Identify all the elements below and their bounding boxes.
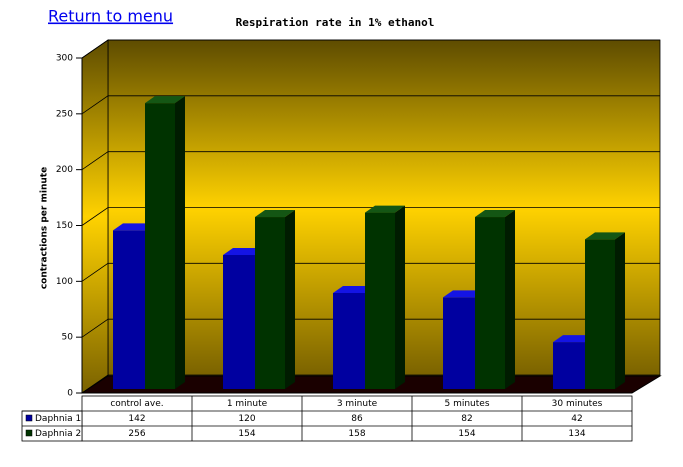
bar-top [365,205,405,213]
x-tick-label: 5 minutes [444,399,489,409]
bar-front [365,212,395,389]
y-axis-label: contractions per minute [40,167,50,289]
bar-side [395,205,405,389]
bar-top [585,232,625,240]
grid-line [81,39,660,59]
legend-swatch [25,429,33,437]
bar-front [333,292,365,389]
bar-top [475,210,515,218]
y-tick-label: 300 [56,54,73,64]
bar-top [113,223,155,231]
bar-front [113,230,145,389]
table-value: 134 [568,429,585,439]
bar-side [285,210,295,389]
bar-top [223,248,265,255]
table-value: 82 [461,414,472,424]
y-tick-label: 0 [67,389,73,399]
y-tick-label: 50 [62,333,74,343]
grid-line [81,95,660,115]
table-value: 154 [238,429,255,439]
return-link[interactable]: Return to menu [48,7,173,26]
bar-top [443,290,485,298]
bar-front [475,217,505,389]
table-value: 42 [571,414,582,424]
table-value: 86 [351,414,363,424]
bar-front [223,255,255,389]
bar-side [175,96,185,389]
bar-front [255,217,285,389]
legend-label: Daphnia 2 [35,429,81,439]
bar-front [553,342,585,389]
y-tick-label: 150 [56,221,73,231]
table-value: 158 [348,429,365,439]
table-value: 154 [458,429,475,439]
bar-top [553,335,595,343]
chart-title: Respiration rate in 1% ethanol [236,16,435,29]
y-tick-label: 250 [56,109,73,119]
legend-swatch [25,414,33,422]
bar-side [505,210,515,389]
x-tick-label: control ave. [110,399,163,409]
table-value: 256 [128,429,145,439]
y-tick-label: 100 [56,277,73,287]
bar-front [585,239,615,389]
bar-top [333,285,375,293]
y-tick-label: 200 [56,165,73,175]
bar-top [255,210,295,218]
bar-top [145,96,185,104]
table-value: 142 [128,414,145,424]
table-value: 120 [238,414,255,424]
bar-front [145,103,175,389]
x-tick-label: 30 minutes [552,399,603,409]
x-tick-label: 3 minute [337,399,378,409]
grid-line [81,151,660,170]
table-border [81,395,633,442]
grid-line [81,207,660,226]
bar-front [443,297,475,389]
legend-label: Daphnia 1 [35,414,81,424]
x-tick-label: 1 minute [227,399,268,409]
bar-side [615,232,625,389]
